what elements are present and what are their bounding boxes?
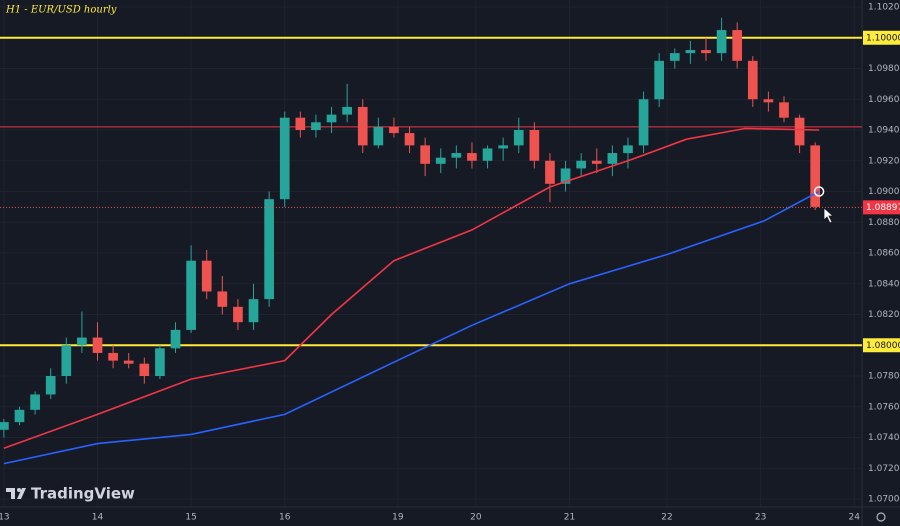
candle-body bbox=[716, 30, 727, 54]
y-tick-label: 1.09000 bbox=[868, 187, 900, 197]
candle-body bbox=[295, 117, 306, 130]
candle-body bbox=[0, 422, 9, 430]
y-tick-label: 1.08400 bbox=[868, 279, 900, 289]
x-tick-label: 24 bbox=[848, 513, 860, 523]
candle-body bbox=[420, 145, 430, 164]
candle-body bbox=[763, 99, 774, 103]
y-tick-label: 1.07600 bbox=[868, 402, 900, 412]
y-tick-label: 1.07200 bbox=[868, 464, 900, 474]
candle-body bbox=[669, 53, 680, 61]
candle-body bbox=[607, 153, 618, 164]
candle-body bbox=[155, 348, 165, 376]
level-label: 1.08000 bbox=[866, 341, 900, 351]
candle-body bbox=[217, 291, 228, 307]
y-tick-label: 1.09400 bbox=[868, 126, 900, 136]
moving-average bbox=[3, 127, 820, 450]
chart-title: H1 - EUR/USD hourly bbox=[5, 5, 117, 16]
y-tick-label: 1.08600 bbox=[868, 249, 900, 259]
candle-body bbox=[108, 352, 118, 361]
candle-body bbox=[201, 260, 212, 292]
candle-body bbox=[14, 409, 25, 423]
candle-body bbox=[357, 106, 368, 146]
candle-body bbox=[779, 102, 789, 118]
candle-body bbox=[810, 145, 821, 207]
y-tick-label: 1.07000 bbox=[868, 495, 900, 505]
candle-body bbox=[482, 148, 493, 161]
candle-body bbox=[389, 126, 399, 134]
candle-body bbox=[170, 329, 181, 349]
candle-body bbox=[233, 306, 243, 323]
level-label-box bbox=[863, 30, 900, 45]
x-tick-label: 20 bbox=[470, 513, 482, 523]
candle-body bbox=[248, 299, 259, 323]
x-tick-label: 21 bbox=[564, 513, 575, 523]
settings-icon[interactable] bbox=[876, 512, 886, 522]
candle-body bbox=[685, 50, 696, 54]
y-tick-label: 1.07400 bbox=[868, 433, 900, 443]
candle-body bbox=[591, 160, 602, 164]
candle-body bbox=[529, 130, 540, 161]
x-tick-label: 16 bbox=[279, 513, 291, 523]
x-tick-label: 22 bbox=[661, 513, 672, 523]
x-tick-label: 13 bbox=[0, 513, 10, 523]
x-tick-label: 14 bbox=[92, 513, 104, 523]
moving-average bbox=[3, 190, 820, 465]
candle-body bbox=[373, 126, 384, 146]
x-tick-label: 19 bbox=[392, 513, 404, 523]
x-tick-label: 15 bbox=[185, 513, 196, 523]
y-tick-label: 1.08200 bbox=[868, 310, 900, 320]
level-label: 1.10000 bbox=[866, 33, 900, 43]
candle-body bbox=[30, 394, 40, 410]
x-tick-label: 23 bbox=[755, 513, 766, 523]
cursor bbox=[823, 207, 835, 224]
candle-body bbox=[794, 117, 805, 146]
candle-body bbox=[279, 117, 290, 200]
candle-body bbox=[732, 30, 743, 61]
y-tick-label: 1.09200 bbox=[868, 156, 900, 166]
candle-body bbox=[139, 363, 150, 376]
candle-body bbox=[311, 122, 321, 130]
candle-body bbox=[61, 345, 72, 376]
last-price-box bbox=[863, 200, 900, 215]
watermark: TradingView bbox=[31, 485, 135, 503]
candle-body bbox=[77, 337, 87, 346]
candle-body bbox=[576, 160, 587, 169]
candle-body bbox=[435, 157, 446, 164]
candle-body bbox=[701, 50, 711, 54]
crosshair-marker bbox=[813, 186, 825, 197]
level-label-box bbox=[863, 338, 900, 353]
candle-body bbox=[560, 168, 571, 184]
candle-body bbox=[123, 360, 134, 364]
y-tick-label: 1.10200 bbox=[868, 3, 900, 13]
candle-body bbox=[45, 376, 56, 395]
candle-body bbox=[326, 114, 337, 123]
y-tick-label: 1.08800 bbox=[868, 218, 900, 228]
watermark-logo bbox=[6, 488, 26, 499]
y-tick-label: 1.09800 bbox=[868, 64, 900, 74]
candle-body bbox=[92, 337, 103, 353]
candle-body bbox=[451, 153, 462, 158]
candle-body bbox=[747, 60, 758, 100]
candle-body bbox=[186, 260, 196, 330]
candle-body bbox=[264, 199, 274, 300]
candle-body bbox=[513, 130, 524, 146]
y-tick-label: 1.09600 bbox=[868, 95, 900, 105]
last-price-label: 1.08897 bbox=[866, 203, 900, 213]
candle-body bbox=[404, 133, 415, 146]
candle-body bbox=[498, 145, 508, 149]
candle-body bbox=[638, 99, 649, 146]
y-tick-label: 1.07800 bbox=[868, 372, 900, 382]
candle-body bbox=[654, 60, 665, 100]
candle-body bbox=[467, 153, 477, 161]
candle-body bbox=[342, 106, 352, 115]
candle-body bbox=[545, 160, 555, 184]
candle-body bbox=[623, 145, 633, 154]
